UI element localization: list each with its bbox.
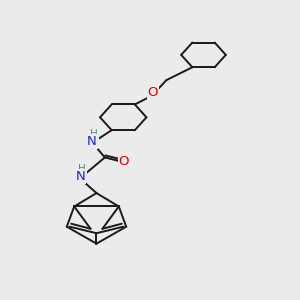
Text: N: N	[87, 135, 97, 148]
Text: H: H	[90, 129, 98, 139]
Text: N: N	[75, 170, 85, 183]
Text: O: O	[148, 86, 158, 99]
Text: O: O	[118, 155, 129, 168]
Text: H: H	[78, 164, 86, 174]
